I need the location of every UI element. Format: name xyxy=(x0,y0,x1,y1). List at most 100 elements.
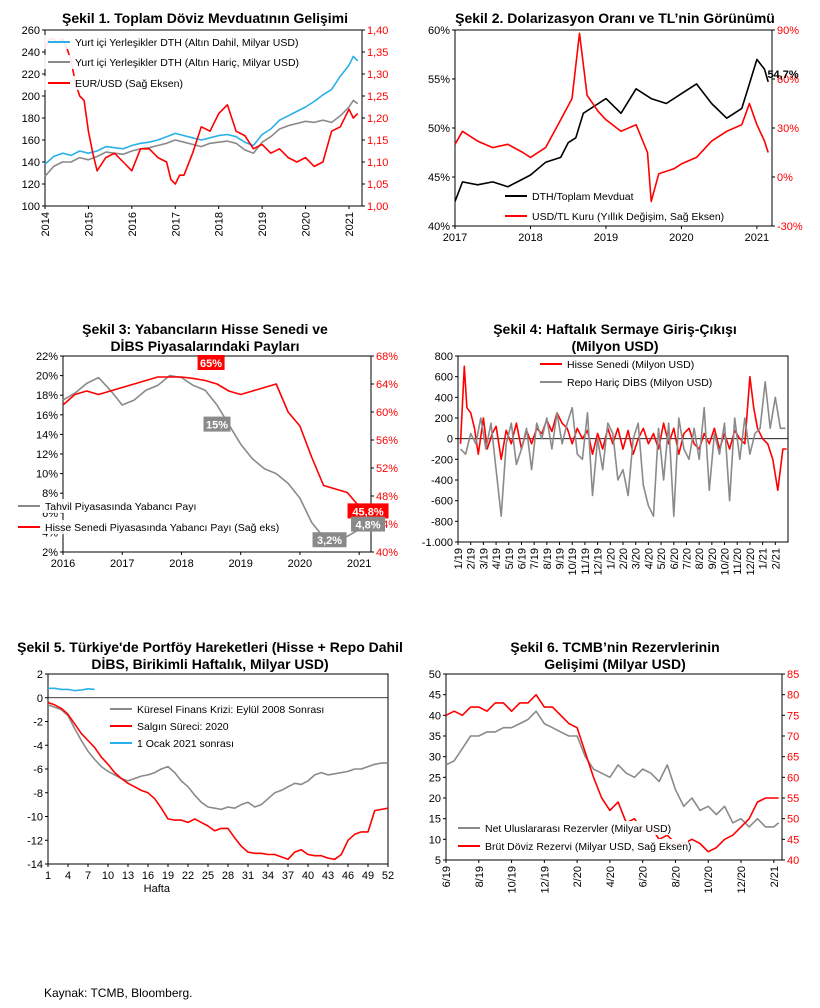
x-tick-label: 2018 xyxy=(214,212,226,236)
x-tick-label: 9/20 xyxy=(707,548,719,569)
x-tick-label: 12/19 xyxy=(539,866,551,894)
x-tick-label: 8/20 xyxy=(670,866,682,887)
x-tick-label: 12/19 xyxy=(593,548,605,576)
y2-tick-label: 64% xyxy=(376,379,398,391)
x-tick-label: 43 xyxy=(322,870,334,882)
chart-panel-2: Şekil 2. Dolarizasyon Oranı ve TL’nin Gö… xyxy=(410,0,820,250)
y2-tick-label: -30% xyxy=(777,221,803,233)
y-tick-label: -12 xyxy=(27,835,43,847)
x-tick-label: 9/19 xyxy=(555,548,567,569)
y2-tick-label: 60% xyxy=(376,407,398,419)
legend-bg xyxy=(501,189,625,203)
y-tick-label: 30 xyxy=(429,752,441,764)
x-tick-label: 22 xyxy=(182,870,194,882)
legend-label: Hisse Senedi (Milyon USD) xyxy=(567,359,694,371)
y-tick-label: 140 xyxy=(22,157,40,169)
x-tick-label: 2/21 xyxy=(769,866,781,887)
x-tick-label: 4/20 xyxy=(605,866,617,887)
y-tick-label: 400 xyxy=(435,392,453,404)
y-tick-label: 25 xyxy=(429,772,441,784)
y2-tick-label: 52% xyxy=(376,463,398,475)
x-tick-label: 6/20 xyxy=(669,548,681,569)
y2-tick-label: 1,25 xyxy=(367,91,388,103)
x-tick-label: 34 xyxy=(262,870,274,882)
y-tick-label: -400 xyxy=(431,475,453,487)
x-tick-label: 1/21 xyxy=(758,548,770,569)
chart-title: Şekil 2. Dolarizasyon Oranı ve TL’nin Gö… xyxy=(455,10,775,26)
y-tick-label: 120 xyxy=(22,179,40,191)
legend-label: Repo Hariç DİBS (Milyon USD) xyxy=(567,376,712,389)
x-tick-label: 40 xyxy=(302,870,314,882)
y-tick-label: 100 xyxy=(22,201,40,213)
y2-tick-label: 85 xyxy=(787,669,799,681)
y-tick-label: 240 xyxy=(22,47,40,59)
legend-label: Küresel Finans Krizi: Eylül 2008 Sonrası xyxy=(137,704,324,716)
y-tick-label: -2 xyxy=(33,717,43,729)
y-tick-label: -4 xyxy=(33,740,43,752)
y-tick-label: 14% xyxy=(36,429,58,441)
annotation-box xyxy=(351,516,386,532)
x-tick-label: 1/20 xyxy=(605,548,617,569)
y-tick-label: 40 xyxy=(429,710,441,722)
y-tick-label: -200 xyxy=(431,454,453,466)
x-tick-label: 2019 xyxy=(594,232,618,244)
x-tick-label: 4/20 xyxy=(643,548,655,569)
legend-bg xyxy=(44,55,310,69)
x-tick-label: 10/19 xyxy=(567,548,579,576)
x-tick-label: 1 xyxy=(45,870,51,882)
x-tick-label: 4/19 xyxy=(491,548,503,569)
annotation-box xyxy=(197,355,225,370)
x-tick-label: 2017 xyxy=(443,232,467,244)
x-tick-label: 2019 xyxy=(228,558,252,570)
annotation-label: 45,8% xyxy=(352,506,383,518)
x-tick-label: 31 xyxy=(242,870,254,882)
x-tick-label: 3/19 xyxy=(478,548,490,569)
series-line xyxy=(454,58,769,202)
legend-bg xyxy=(501,209,725,223)
legend-label: Tahvil Piyasasında Yabancı Payı xyxy=(45,501,196,513)
y-tick-label: 60% xyxy=(428,25,450,37)
y2-tick-label: 1,35 xyxy=(367,47,388,59)
y-tick-label: 20 xyxy=(429,793,441,805)
legend-label: Yurt içi Yerleşikler DTH (Altın Dahil, M… xyxy=(75,37,298,49)
source-note: Kaynak: TCMB, Bloomberg. xyxy=(44,986,193,1000)
x-tick-label: 8/19 xyxy=(474,866,486,887)
chart-title: Şekil 3: Yabancıların Hisse Senedi ve Dİ… xyxy=(82,321,328,354)
legend-bg xyxy=(106,702,340,716)
x-tick-label: 6/19 xyxy=(516,548,528,569)
y-tick-label: 600 xyxy=(435,372,453,384)
x-tick-label: 10/20 xyxy=(703,866,715,894)
y-tick-label: 5 xyxy=(435,855,441,867)
chart-svg: 100 120 140 160 180 200 220 240 260 1,00 1,05 1,10 1… xyxy=(22,25,389,236)
y-tick-label: -1.000 xyxy=(422,537,453,549)
x-tick-label: 11/20 xyxy=(732,548,744,575)
annotation-label: 65% xyxy=(200,358,222,370)
y2-tick-label: 1,20 xyxy=(367,113,388,125)
y2-tick-label: 60% xyxy=(777,74,799,86)
legend-label: DTH/Toplam Mevduat xyxy=(532,191,634,203)
y-tick-label: -8 xyxy=(33,788,43,800)
x-tick-label: 2016 xyxy=(51,558,75,570)
y-tick-label: -10 xyxy=(27,812,43,824)
series-line xyxy=(44,55,359,165)
x-tick-label: 4 xyxy=(65,870,71,882)
chart-svg: 2%4%6%8%10%12%14%16%18%20%22%40%44%48%52… xyxy=(14,351,398,570)
y2-tick-label: 1,40 xyxy=(367,25,388,37)
y-tick-label: 16% xyxy=(36,410,58,422)
y-tick-label: 10% xyxy=(36,469,58,481)
x-tick-label: 2/20 xyxy=(618,548,630,569)
legend-bg xyxy=(106,719,260,733)
x-tick-label: 2015 xyxy=(83,212,95,236)
x-tick-label: 1/19 xyxy=(453,548,465,569)
legend-label: EUR/USD (Sağ Eksen) xyxy=(75,78,183,90)
x-tick-label: 2020 xyxy=(669,232,693,244)
x-tick-label: 13 xyxy=(122,870,134,882)
chart-panel-4: Şekil 4: Haftalık Sermaye Giriş-Çıkışı (… xyxy=(410,318,820,598)
y2-tick-label: 80 xyxy=(787,690,799,702)
legend-bg xyxy=(44,35,310,49)
y2-tick-label: 50 xyxy=(787,814,799,826)
y2-tick-label: 1,15 xyxy=(367,135,388,147)
chart-panel-3: Şekil 3: Yabancıların Hisse Senedi ve Dİ… xyxy=(0,318,410,588)
legend-bg xyxy=(14,520,258,534)
